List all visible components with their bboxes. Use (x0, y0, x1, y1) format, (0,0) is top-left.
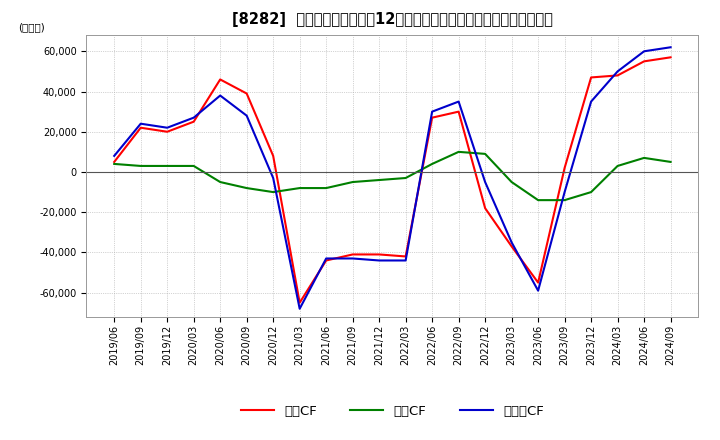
フリーCF (295, 306, 304, 312)
フリーCF (269, 176, 277, 181)
投資CF (587, 190, 595, 195)
投資CF (216, 180, 225, 185)
投資CF (189, 163, 198, 169)
フリーCF (189, 115, 198, 120)
営業CF (163, 129, 171, 134)
投資CF (110, 161, 119, 167)
フリーCF (587, 99, 595, 104)
営業CF (189, 119, 198, 125)
Line: 投資CF: 投資CF (114, 152, 670, 200)
フリーCF (322, 256, 330, 261)
投資CF (375, 177, 384, 183)
フリーCF (401, 258, 410, 263)
投資CF (163, 163, 171, 169)
フリーCF (454, 99, 463, 104)
Title: [8282]  キャッシュフローの12か月移動合計の対前年同期増減額の推移: [8282] キャッシュフローの12か月移動合計の対前年同期増減額の推移 (232, 12, 553, 27)
Line: 営業CF: 営業CF (114, 57, 670, 303)
営業CF (613, 73, 622, 78)
営業CF (295, 300, 304, 305)
営業CF (587, 75, 595, 80)
投資CF (295, 185, 304, 191)
投資CF (428, 161, 436, 167)
Text: (百万円): (百万円) (18, 22, 45, 33)
営業CF (508, 244, 516, 249)
営業CF (534, 280, 542, 285)
投資CF (322, 185, 330, 191)
投資CF (613, 163, 622, 169)
フリーCF (428, 109, 436, 114)
フリーCF (375, 258, 384, 263)
営業CF (216, 77, 225, 82)
営業CF (428, 115, 436, 120)
フリーCF (110, 153, 119, 158)
フリーCF (560, 190, 569, 195)
営業CF (481, 205, 490, 211)
Legend: 営業CF, 投資CF, フリーCF: 営業CF, 投資CF, フリーCF (235, 399, 549, 423)
フリーCF (243, 113, 251, 118)
フリーCF (640, 49, 649, 54)
投資CF (481, 151, 490, 157)
投資CF (640, 155, 649, 161)
営業CF (454, 109, 463, 114)
フリーCF (348, 256, 357, 261)
投資CF (666, 159, 675, 165)
フリーCF (163, 125, 171, 130)
フリーCF (481, 180, 490, 185)
営業CF (401, 254, 410, 259)
Line: フリーCF: フリーCF (114, 47, 670, 309)
フリーCF (613, 69, 622, 74)
営業CF (348, 252, 357, 257)
投資CF (534, 198, 542, 203)
投資CF (560, 198, 569, 203)
投資CF (136, 163, 145, 169)
投資CF (243, 185, 251, 191)
営業CF (375, 252, 384, 257)
営業CF (666, 55, 675, 60)
フリーCF (666, 44, 675, 50)
営業CF (136, 125, 145, 130)
フリーCF (136, 121, 145, 126)
投資CF (348, 180, 357, 185)
営業CF (269, 153, 277, 158)
フリーCF (216, 93, 225, 98)
投資CF (454, 149, 463, 154)
営業CF (560, 165, 569, 171)
営業CF (110, 159, 119, 165)
投資CF (269, 190, 277, 195)
営業CF (322, 258, 330, 263)
フリーCF (508, 240, 516, 245)
営業CF (640, 59, 649, 64)
フリーCF (534, 288, 542, 293)
営業CF (243, 91, 251, 96)
投資CF (401, 176, 410, 181)
投資CF (508, 180, 516, 185)
